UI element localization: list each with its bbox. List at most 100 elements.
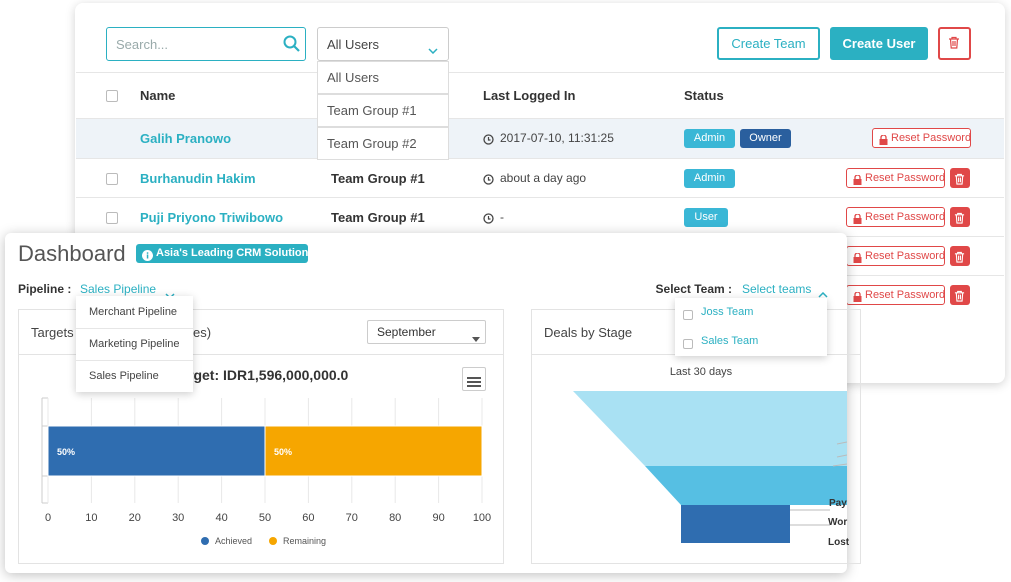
team-select[interactable]: Select teams xyxy=(742,282,812,296)
targets-panel-header xyxy=(18,309,504,355)
reset-password-label: Reset Password xyxy=(865,250,946,262)
role-badge xyxy=(684,208,728,227)
pipeline-option[interactable] xyxy=(76,328,193,360)
user-filter-option[interactable] xyxy=(317,94,449,127)
role-badge-label: Owner xyxy=(749,132,782,144)
targets-title-tail: es) xyxy=(193,325,212,340)
table-header-border xyxy=(76,72,1004,73)
row-delete-icon xyxy=(954,289,965,307)
reset-password-button[interactable] xyxy=(872,128,971,148)
user-name[interactable]: Burhanudin Hakim xyxy=(140,171,256,186)
team-label: Select Team : xyxy=(655,282,732,296)
pipeline-option-label: Merchant Pipeline xyxy=(89,306,178,318)
team-option-label: Joss Team xyxy=(701,306,754,318)
targets-chart: 0 10 20 30 40 50 60 70 80 90 100 50% 50% Achieved Rema… xyxy=(41,397,491,546)
row-checkbox-glyph xyxy=(106,212,118,224)
create-user-label: Create User xyxy=(842,36,916,51)
user-filter[interactable] xyxy=(317,27,449,61)
pipeline-menu xyxy=(76,296,193,392)
role-badge-label: User xyxy=(694,211,718,223)
team-menu xyxy=(675,298,827,356)
lock-icon-glyph xyxy=(853,252,862,263)
team-checkbox-glyph xyxy=(683,339,693,349)
chart-menu-icon xyxy=(467,374,481,392)
row-delete-icon-glyph xyxy=(954,173,965,185)
pipeline-label: Pipeline : xyxy=(18,282,72,296)
reset-password-label: Reset Password xyxy=(865,289,946,301)
team-chevron xyxy=(818,285,828,303)
delete-icon-glyph xyxy=(949,36,959,49)
user-name[interactable]: Puji Priyono Triwibowo xyxy=(140,210,284,225)
pipeline-option-label: Marketing Pipeline xyxy=(89,338,180,350)
x-tick-label: 70 xyxy=(346,512,358,524)
user-filter-option[interactable] xyxy=(317,61,449,94)
role-badge-label: Admin xyxy=(693,132,726,144)
last-login: 2017-07-10, 11:31:25 xyxy=(500,131,614,145)
pipeline-option[interactable] xyxy=(76,360,193,392)
button[interactable] xyxy=(717,27,820,60)
search-icon xyxy=(283,35,300,57)
bar-segment xyxy=(47,425,266,477)
search-placeholder: Search... xyxy=(116,37,169,52)
bar-segment xyxy=(264,425,483,477)
reset-password-label: Reset Password xyxy=(865,211,946,223)
lock-icon xyxy=(853,211,862,229)
x-tick-label: 30 xyxy=(172,512,184,524)
x-tick-label: 10 xyxy=(85,512,97,524)
delete-button[interactable] xyxy=(938,27,971,60)
x-tick-label: 100 xyxy=(473,512,491,524)
x-tick-label: 50 xyxy=(259,512,271,524)
targets-panel xyxy=(18,309,504,564)
chart-holder: 0 10 20 30 40 50 60 70 80 90 100 50% 50% Achieved Rema… xyxy=(18,390,503,562)
x-tick-label: 80 xyxy=(389,512,401,524)
info-icon xyxy=(142,248,153,266)
role-badge xyxy=(684,129,735,148)
month-select[interactable] xyxy=(367,320,486,344)
month-caret xyxy=(472,329,480,347)
month-caret-glyph xyxy=(472,337,480,342)
lock-icon xyxy=(853,250,862,268)
reset-password-label: Reset Password xyxy=(891,132,972,144)
target-text: rget: IDR1,596,000,000.0 xyxy=(188,367,349,383)
clock-icon-glyph xyxy=(483,174,494,185)
clock-icon xyxy=(483,172,494,190)
reset-password-button[interactable] xyxy=(846,168,945,188)
clock-icon-glyph xyxy=(483,213,494,224)
info-icon-glyph xyxy=(142,250,153,261)
funnel-glyph xyxy=(573,391,848,543)
x-tick-label: 40 xyxy=(215,512,227,524)
month-label: September xyxy=(377,325,436,339)
user-name[interactable]: Galih Pranowo xyxy=(140,131,232,146)
chart-menu-icon-glyph xyxy=(467,377,481,387)
user-filter-chevron xyxy=(428,41,438,59)
user-filter-option-label: Team Group #1 xyxy=(327,103,417,118)
deals-title: Deals by Stage xyxy=(544,325,633,340)
header-checkbox-glyph xyxy=(106,90,118,102)
lock-icon-glyph xyxy=(853,174,862,185)
team-checkbox xyxy=(683,336,693,354)
row-checkbox-glyph xyxy=(106,173,118,185)
bar-value-label: 50% xyxy=(57,447,75,457)
team-checkbox xyxy=(683,307,693,325)
card-right-edge xyxy=(847,233,1011,582)
column-header: Status xyxy=(684,88,724,103)
chart-menu-button[interactable] xyxy=(462,367,486,391)
search-input[interactable] xyxy=(106,27,306,61)
pipeline-select[interactable]: Sales Pipeline xyxy=(80,282,157,296)
search-icon-glyph xyxy=(283,35,300,52)
user-filter-option[interactable] xyxy=(317,127,449,160)
user-filter-option-label: All Users xyxy=(327,70,380,85)
row-delete-icon xyxy=(954,250,965,268)
legend-swatch xyxy=(269,537,277,545)
last-login: about a day ago xyxy=(500,171,587,185)
row-checkbox xyxy=(106,172,118,190)
stage-label: Lost xyxy=(828,537,850,548)
reset-password-label: Reset Password xyxy=(865,172,946,184)
row-delete-icon-glyph xyxy=(954,212,965,224)
user-filter-chevron-glyph xyxy=(428,48,438,55)
table-row xyxy=(76,118,1004,158)
lock-icon xyxy=(879,132,888,150)
button[interactable] xyxy=(830,27,928,60)
x-tick-label: 20 xyxy=(129,512,141,524)
reset-password-button[interactable] xyxy=(846,207,945,227)
